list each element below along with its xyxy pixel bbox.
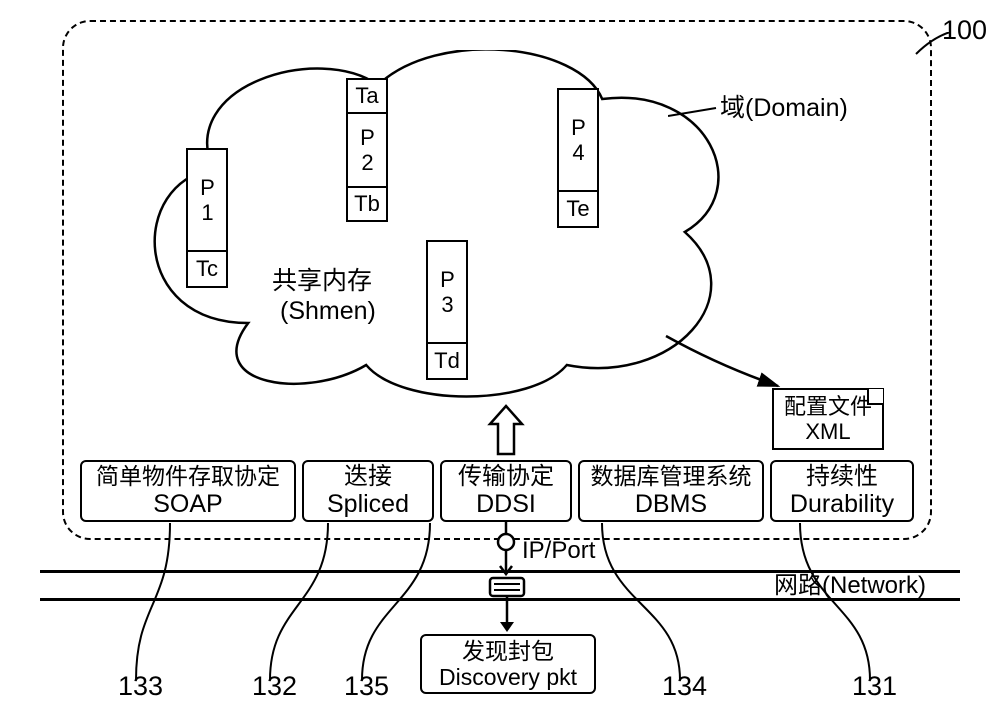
service-dur: 持续性Durability [770,460,914,522]
service-spl: 迭接Spliced [302,460,434,522]
service-dbms: 数据库管理系统DBMS [578,460,764,522]
participant-p3: P3Td [426,240,468,380]
participant-p2: TaP2Tb [346,78,388,222]
config-file: 配置文件XML [772,388,884,450]
service-soap: 简单物件存取协定SOAP [80,460,296,522]
participant-p4: P4Te [557,88,599,228]
service-ddsi: 传输协定DDSI [440,460,572,522]
discovery-packet: 发现封包Discovery pkt [420,634,596,694]
participant-p1: P1Tc [186,148,228,288]
